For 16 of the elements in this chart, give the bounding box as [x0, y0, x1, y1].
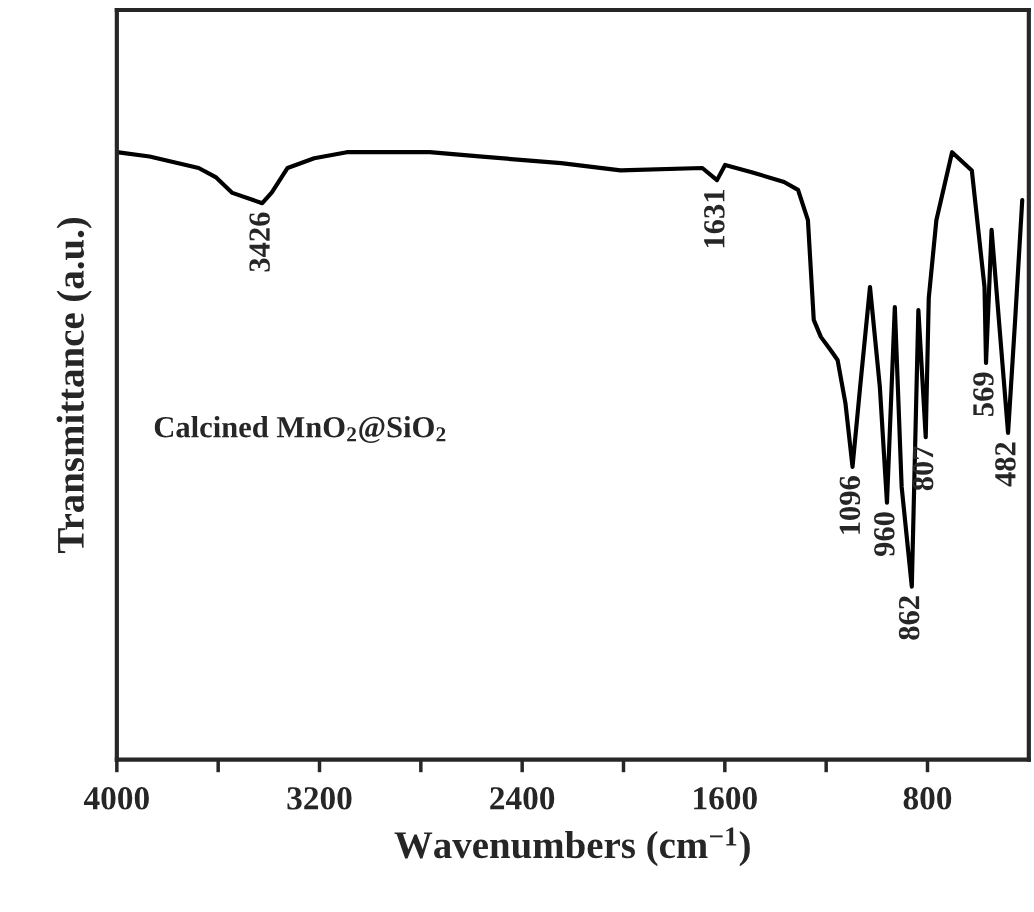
annotation: 569	[973, 372, 994, 416]
annotation: 807	[912, 446, 934, 491]
annotation: 960	[873, 512, 895, 557]
y-axis-title: Transmittance (a.u.)	[56, 217, 92, 553]
x-tick-label: 3200	[287, 787, 352, 810]
annotation: 482	[995, 442, 1016, 487]
x-tick-label: 800	[903, 787, 952, 810]
annotation: 1096	[839, 476, 861, 534]
x-tick-label: 2400	[490, 787, 555, 810]
x-tick-label: 1600	[694, 787, 757, 810]
annotation: 3426	[249, 212, 270, 272]
x-axis-title: Wavenumbers (cm$^{−1}$)	[394, 827, 750, 867]
annotation: 1631	[704, 190, 725, 248]
annotation: Calcined MnO$_{2}$@SiO$_{2}$	[154, 415, 446, 443]
x-tick-label: 4000	[83, 787, 149, 810]
annotation: 862	[898, 596, 920, 640]
